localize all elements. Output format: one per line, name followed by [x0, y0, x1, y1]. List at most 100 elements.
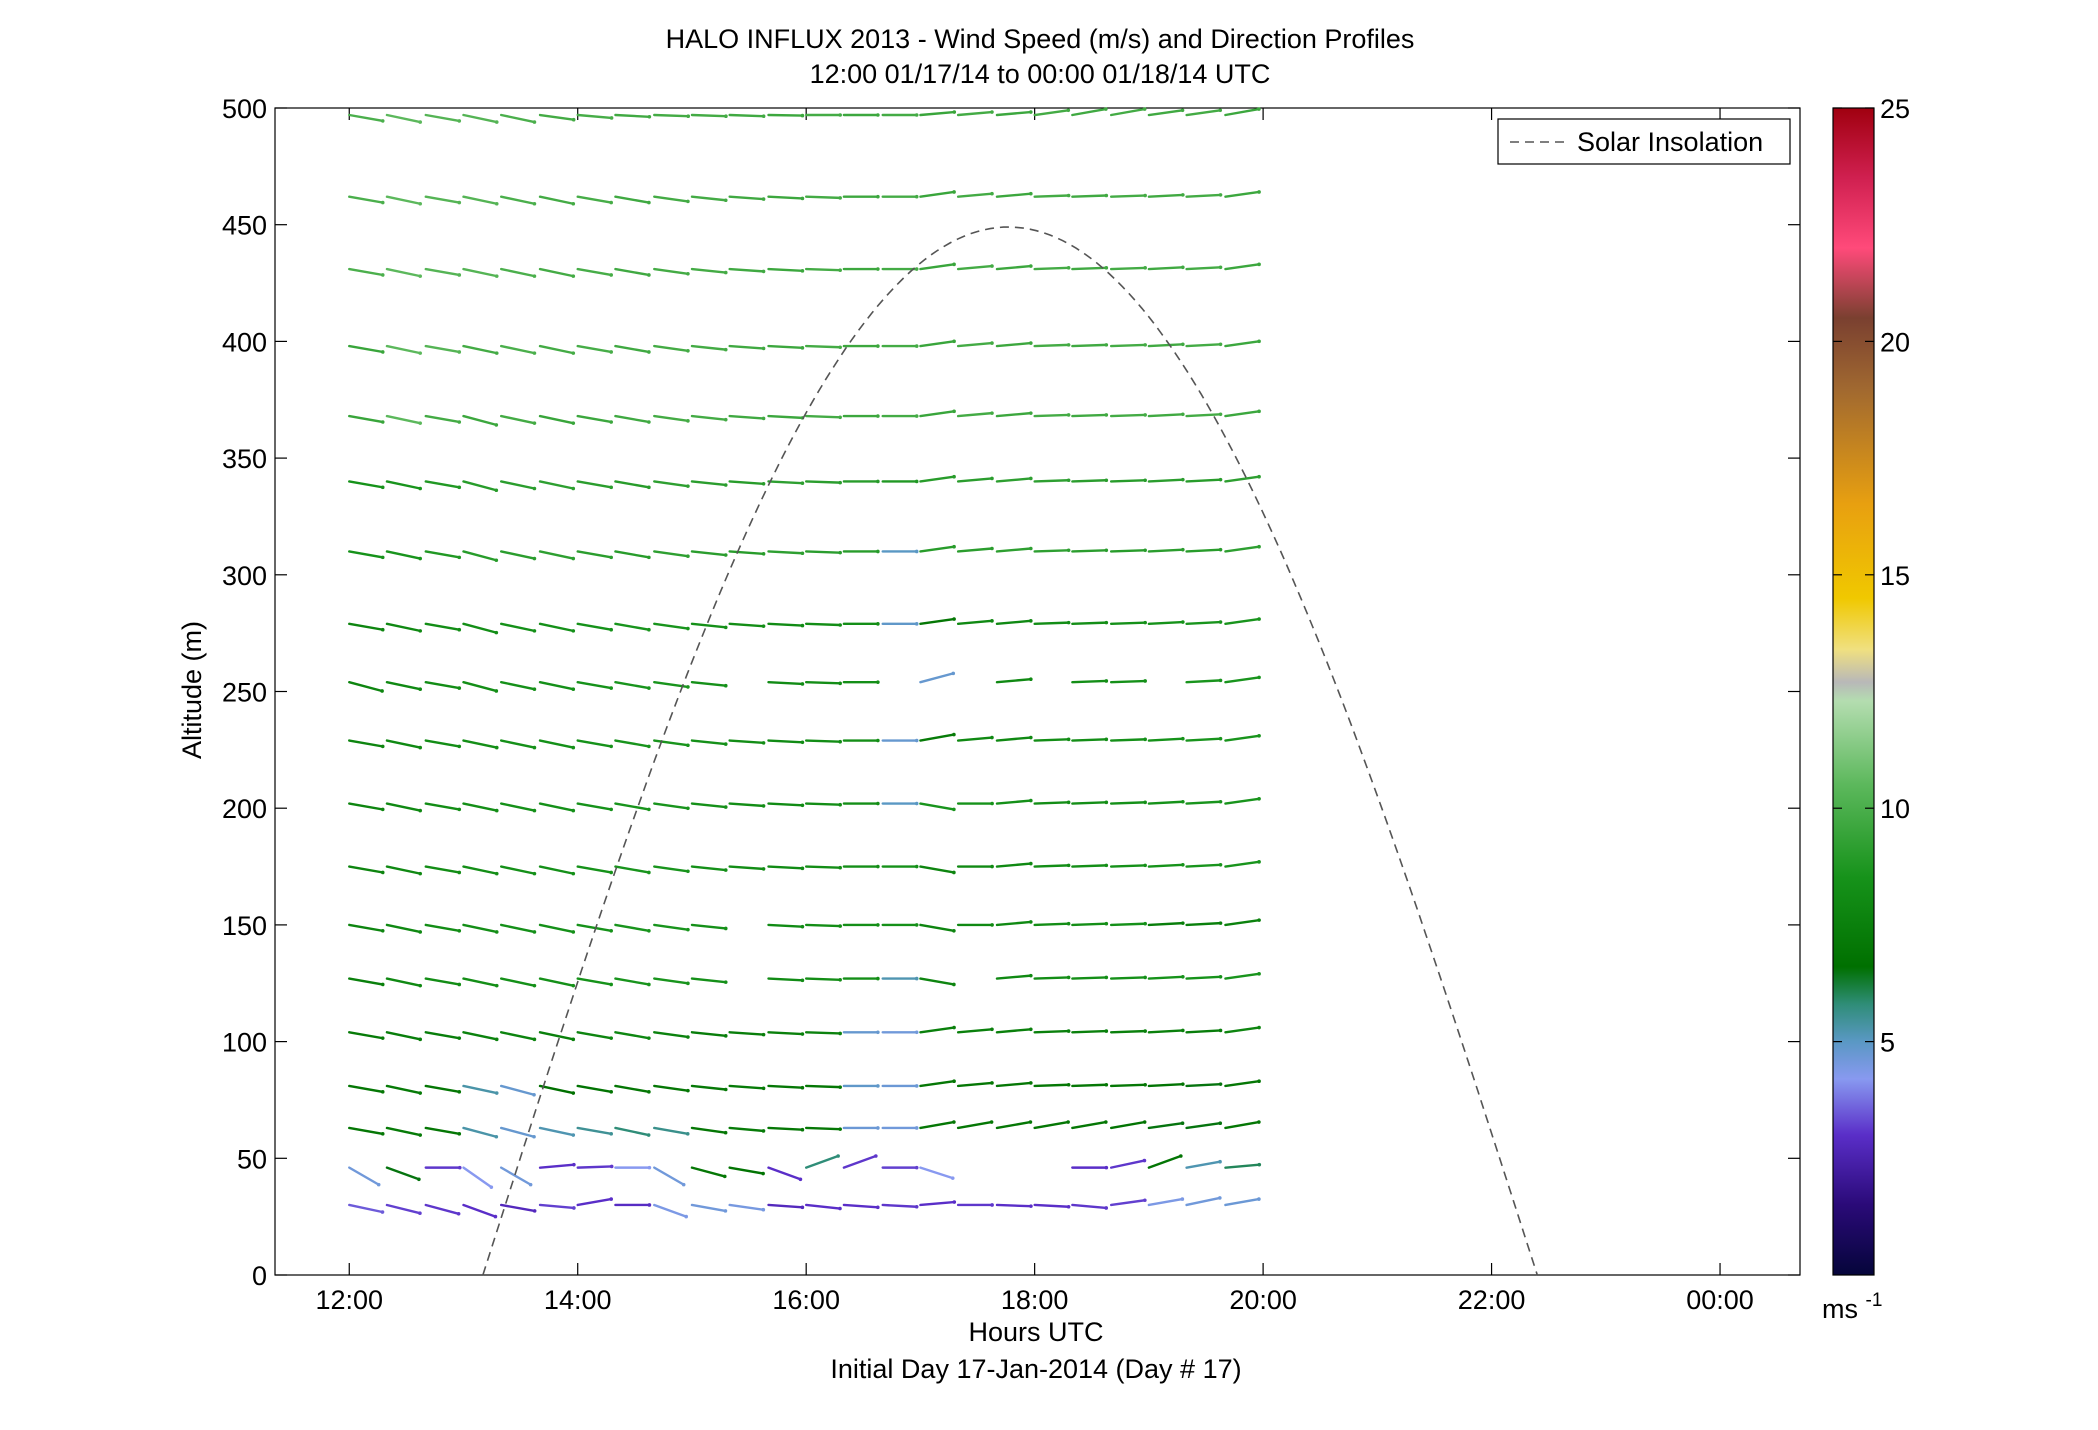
- wind-barb: [424, 923, 461, 933]
- wind-barb-head: [1104, 1120, 1108, 1124]
- wind-barb: [653, 195, 690, 203]
- wind-barb-head: [952, 732, 956, 737]
- wind-barb-head: [1066, 548, 1071, 553]
- wind-barb: [385, 1203, 422, 1215]
- wind-barb: [1033, 976, 1070, 980]
- wind-barb-head: [571, 687, 576, 692]
- wind-barb: [956, 477, 994, 483]
- wind-barb-head: [1179, 1154, 1183, 1158]
- wind-barb: [576, 267, 613, 277]
- wind-barb-head: [1066, 108, 1071, 113]
- wind-barb-head: [1143, 1082, 1147, 1087]
- wind-barb: [576, 344, 613, 354]
- wind-barb: [538, 1203, 576, 1210]
- wind-barb: [1224, 1163, 1261, 1169]
- wind-barb-head: [800, 682, 805, 686]
- wind-barb-head: [723, 417, 728, 422]
- wind-barb-head: [457, 555, 462, 560]
- wind-barb-head: [1029, 341, 1033, 345]
- wind-barb-head: [914, 622, 919, 626]
- wind-barb-head: [838, 1127, 842, 1131]
- wind-barb-head: [1218, 678, 1223, 683]
- x-tick-label: 12:00: [315, 1285, 383, 1315]
- wind-barb-head: [990, 546, 994, 551]
- wind-barb: [1071, 1120, 1108, 1130]
- wind-barb-head: [1257, 733, 1261, 738]
- wind-barb-head: [1218, 477, 1223, 482]
- wind-barb-head: [494, 808, 499, 813]
- wind-barb: [653, 622, 690, 630]
- wind-barb: [538, 1126, 575, 1137]
- wind-barb-head: [952, 617, 956, 621]
- wind-barb-head: [380, 273, 385, 277]
- wind-barb-head: [1257, 797, 1261, 801]
- wind-barb-head: [380, 929, 385, 933]
- wind-barb-head: [647, 350, 651, 354]
- wind-barb: [995, 264, 1033, 271]
- wind-barb: [462, 113, 498, 124]
- wind-barb: [804, 802, 842, 806]
- wind-barb-head: [1218, 1082, 1223, 1086]
- wind-barb: [1185, 975, 1222, 980]
- wind-barb-head: [1218, 412, 1223, 417]
- wind-barb-head: [1218, 799, 1223, 804]
- wind-barb-head: [800, 924, 805, 929]
- wind-barb: [653, 414, 690, 423]
- wind-barb: [538, 267, 575, 278]
- wind-barb-head: [1181, 193, 1185, 197]
- wind-barb: [956, 547, 994, 553]
- wind-barb-head: [457, 1132, 462, 1136]
- wind-barb: [385, 113, 422, 124]
- wind-barb-head: [1181, 975, 1185, 979]
- wind-barb-head: [761, 804, 766, 808]
- wind-barb-head: [1066, 1204, 1071, 1209]
- wind-barb: [728, 802, 765, 808]
- wind-barb: [919, 617, 956, 626]
- wind-barb: [614, 739, 651, 748]
- wind-barb-head: [838, 924, 842, 928]
- wind-barb: [767, 480, 804, 485]
- wind-barb: [424, 1084, 461, 1094]
- wind-barb-head: [686, 1088, 690, 1093]
- wind-barb: [385, 865, 422, 875]
- wind-barb: [919, 802, 956, 811]
- wind-barb: [1224, 263, 1261, 271]
- wind-barb: [1185, 413, 1222, 418]
- wind-barb: [424, 1031, 461, 1040]
- wind-barb-head: [418, 983, 423, 988]
- wind-barb-head: [1066, 620, 1071, 625]
- wind-barb: [1147, 548, 1185, 553]
- wind-barb: [956, 341, 994, 348]
- wind-barb-head: [723, 347, 728, 352]
- wind-barb: [767, 1084, 804, 1089]
- wind-barb: [1071, 738, 1108, 742]
- wind-barb-head: [647, 555, 651, 560]
- wind-barb-head: [838, 802, 842, 807]
- wind-barb: [1224, 734, 1261, 742]
- wind-barb: [1185, 1122, 1222, 1130]
- wind-barb: [462, 414, 498, 427]
- wind-barb: [1185, 679, 1222, 684]
- wind-barb-head: [532, 1092, 536, 1097]
- wind-barb-head: [1066, 863, 1071, 868]
- wind-barb: [1071, 266, 1108, 271]
- wind-barb-head: [571, 1091, 576, 1095]
- wind-barb: [385, 923, 422, 934]
- x-tick-label: 22:00: [1458, 1285, 1526, 1315]
- wind-barb-head: [418, 871, 423, 876]
- wind-barb-head: [800, 978, 805, 983]
- wind-barb: [1109, 1029, 1147, 1034]
- wind-barb: [576, 550, 613, 559]
- wind-barb-head: [874, 1154, 878, 1158]
- wind-barb-head: [532, 1209, 537, 1213]
- wind-barb-head: [1257, 339, 1261, 344]
- wind-barb-head: [380, 1036, 385, 1040]
- wind-barb: [1109, 738, 1147, 742]
- wind-barb: [462, 680, 498, 693]
- wind-barb: [1185, 921, 1222, 927]
- wind-barb: [728, 1203, 765, 1211]
- wind-barb-head: [1104, 343, 1109, 347]
- wind-barb: [538, 1031, 575, 1041]
- wind-barb: [1185, 548, 1222, 553]
- wind-barb: [919, 1080, 956, 1088]
